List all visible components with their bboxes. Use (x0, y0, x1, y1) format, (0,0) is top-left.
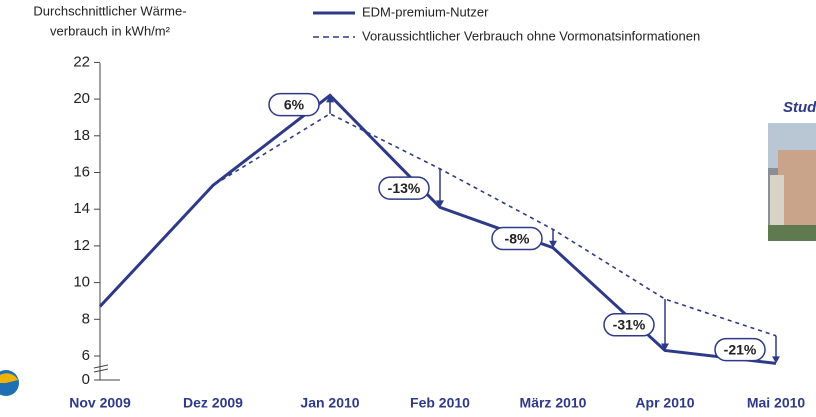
y-tick-label: 12 (73, 237, 90, 254)
x-tick-label: März 2010 (520, 395, 587, 411)
badge-outline (491, 226, 543, 251)
change-badge: -21% (714, 337, 766, 362)
photo (768, 123, 816, 241)
x-tick-label: Nov 2009 (69, 395, 131, 411)
change-badge: 6% (268, 92, 320, 117)
y-axis-title: Durchschnittlicher Wärme- (33, 3, 186, 18)
x-tick-label: Jan 2010 (300, 395, 359, 411)
change-label: -21% (724, 341, 757, 357)
arrow-head (661, 343, 669, 351)
y-tick-label: 0 (82, 371, 90, 388)
arrow-head (326, 95, 334, 103)
change-label: -8% (505, 230, 530, 246)
arrow-head (549, 240, 557, 248)
y-tick-label: 16 (73, 163, 90, 180)
y-tick-label: 10 (73, 274, 90, 291)
badge-outline (378, 176, 430, 200)
series-line (99, 112, 777, 337)
change-badge: -31% (603, 313, 655, 337)
legend-label: EDM-premium-Nutzer (362, 4, 489, 19)
change-label: 6% (284, 96, 305, 112)
y-tick-label: 20 (73, 90, 90, 107)
change-label: -31% (613, 317, 646, 333)
arrow-head (772, 356, 780, 364)
y-axis-title: verbrauch in kWh/m² (50, 23, 171, 38)
axis-break (93, 368, 109, 373)
change-label: -13% (388, 180, 421, 196)
change-badge: -8% (491, 226, 543, 251)
logo (0, 370, 19, 396)
x-tick-label: Mai 2010 (747, 395, 806, 411)
y-tick-label: 6 (82, 347, 90, 364)
y-tick-label: 18 (73, 127, 90, 144)
x-tick-label: Apr 2010 (635, 395, 694, 411)
x-tick-label: Feb 2010 (410, 395, 470, 411)
x-tick-label: Dez 2009 (183, 395, 243, 411)
arrow-head (436, 200, 444, 208)
change-badge: -13% (378, 176, 430, 200)
legend-label: Voraussichtlicher Verbrauch ohne Vormona… (362, 28, 700, 43)
badge-outline (268, 92, 320, 117)
series-line (98, 93, 777, 365)
y-tick-label: 22 (73, 53, 90, 70)
side-label: Stud (783, 99, 816, 116)
y-tick-label: 8 (82, 310, 90, 327)
axis-break (93, 364, 109, 369)
badge-outline (714, 337, 766, 362)
badge-outline (603, 313, 655, 337)
y-tick-label: 14 (73, 200, 90, 217)
